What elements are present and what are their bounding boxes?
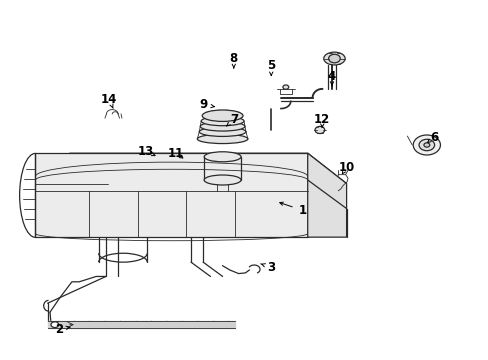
Text: 12: 12: [313, 113, 330, 126]
Circle shape: [418, 139, 434, 151]
Ellipse shape: [203, 175, 241, 185]
Ellipse shape: [199, 127, 245, 136]
Ellipse shape: [202, 110, 243, 121]
Text: 6: 6: [429, 131, 437, 144]
Ellipse shape: [200, 122, 244, 131]
Text: 4: 4: [327, 70, 335, 83]
Circle shape: [328, 54, 340, 63]
Polygon shape: [35, 153, 307, 237]
Polygon shape: [69, 153, 346, 184]
Ellipse shape: [323, 52, 345, 65]
Ellipse shape: [203, 152, 241, 162]
Circle shape: [423, 143, 429, 147]
Circle shape: [412, 135, 440, 155]
Text: 7: 7: [230, 113, 238, 126]
Text: 14: 14: [101, 93, 117, 106]
Circle shape: [314, 126, 324, 134]
Text: 10: 10: [338, 161, 354, 174]
Text: 9: 9: [199, 99, 207, 112]
Ellipse shape: [197, 134, 247, 144]
Text: 11: 11: [167, 147, 183, 160]
Circle shape: [283, 85, 288, 89]
Text: 13: 13: [138, 145, 154, 158]
Ellipse shape: [201, 116, 244, 126]
Text: 3: 3: [266, 261, 275, 274]
Text: 1: 1: [298, 204, 306, 217]
Circle shape: [51, 322, 59, 328]
Text: 2: 2: [55, 323, 62, 336]
Text: 8: 8: [229, 52, 238, 65]
Text: 5: 5: [266, 59, 275, 72]
Polygon shape: [307, 153, 346, 237]
